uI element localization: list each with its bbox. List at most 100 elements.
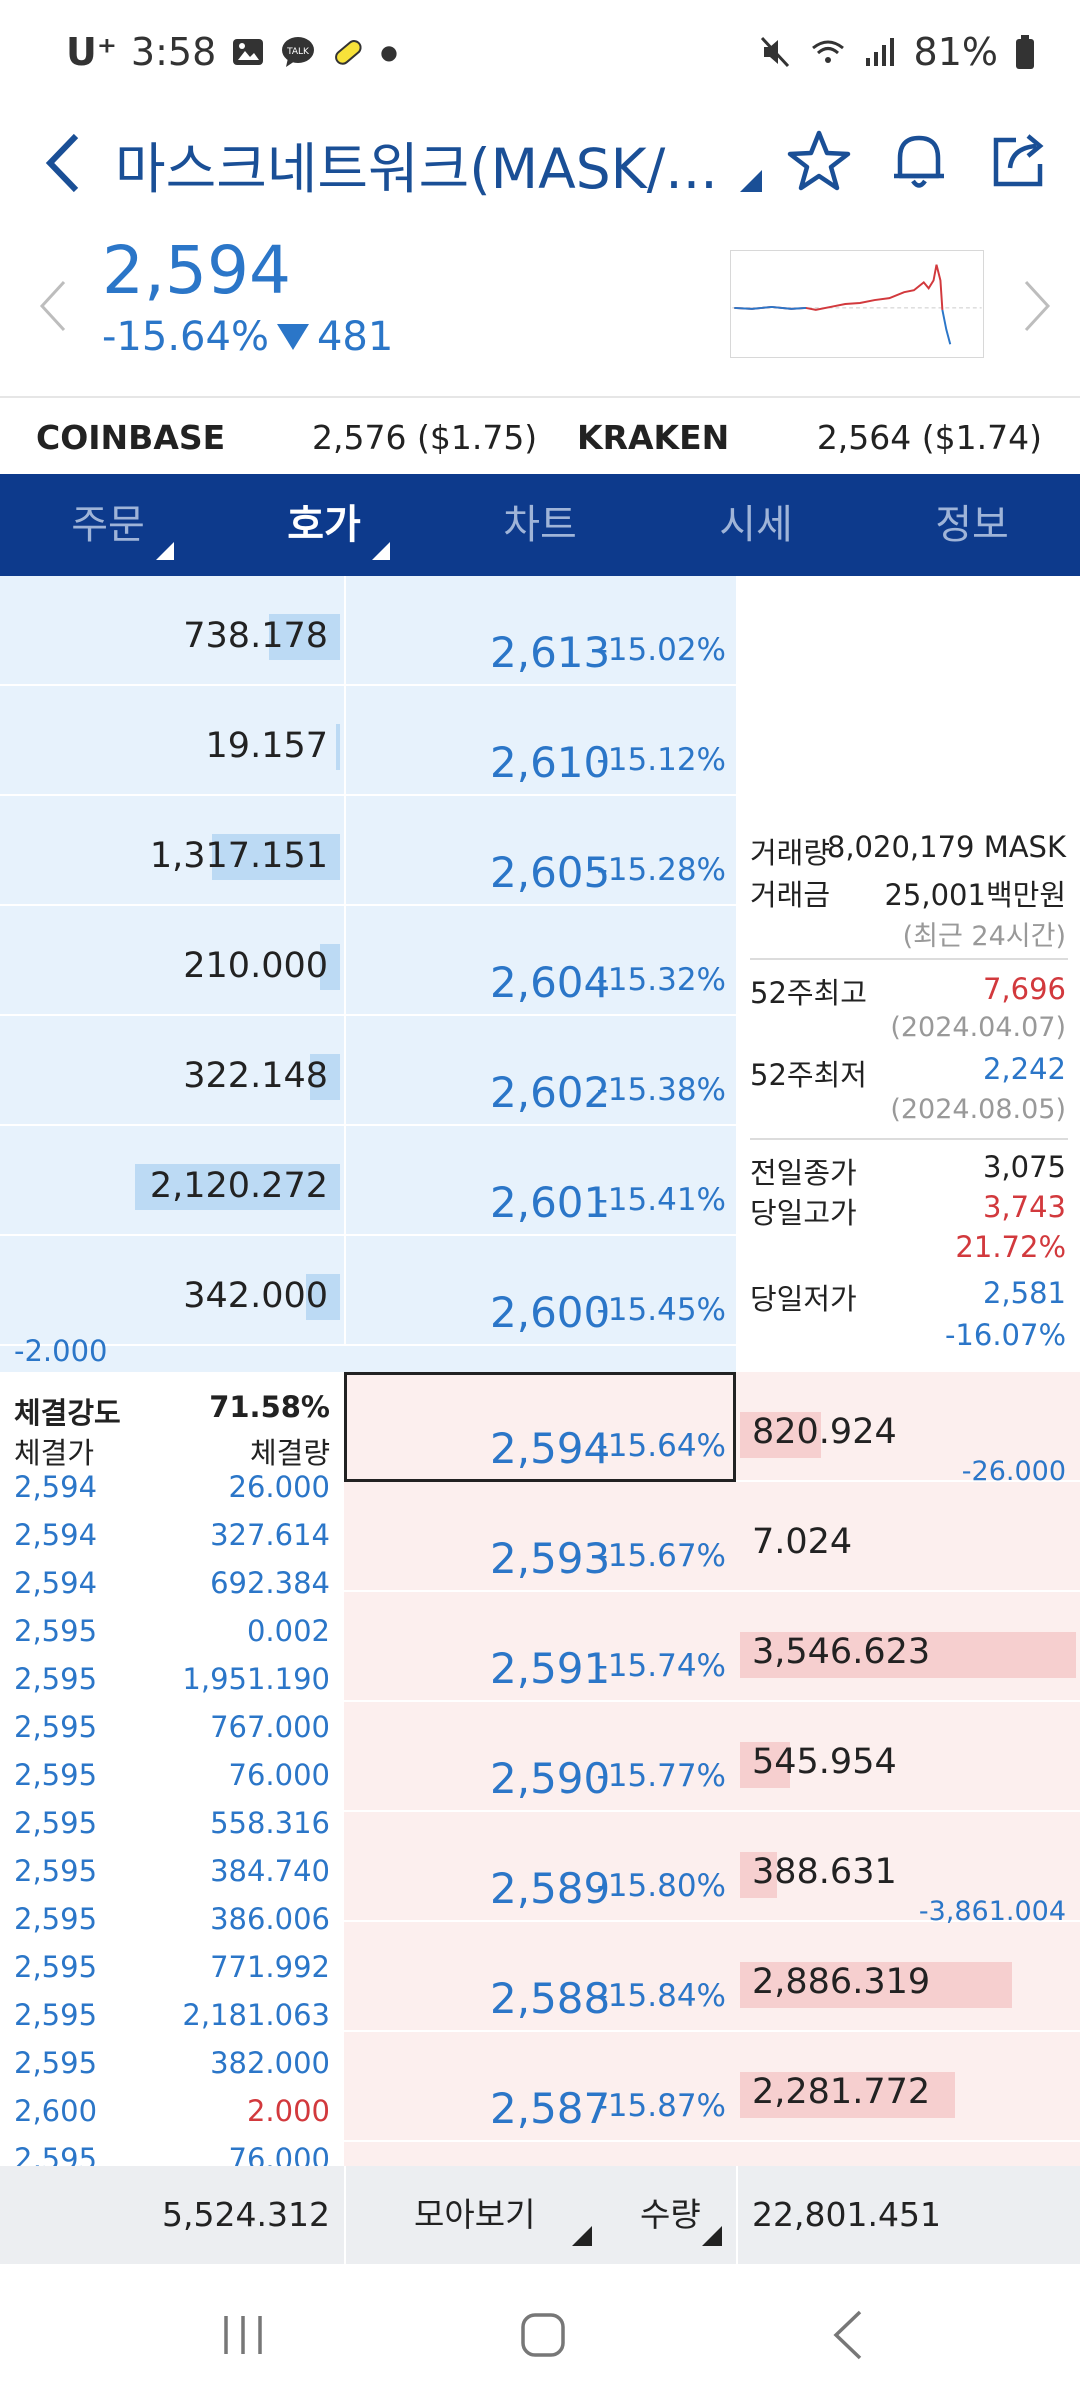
ask-row[interactable]: 342.000 [0,1236,344,1346]
order-book: 738.178 2,613 -15.02% 19.157 2,610 -15.12% 1,3… [0,576,1080,2166]
signal-icon [865,38,894,66]
down-arrow-icon [276,324,309,350]
bid-row[interactable]: 7.024 [736,1482,1080,1592]
trade-price: 2,595 [14,1998,98,2032]
bid-quantity: 2,886.319 [752,1962,931,2002]
tab-chart[interactable]: 차트 [432,474,648,576]
tab-trades[interactable]: 시세 [648,474,864,576]
bid-row[interactable]: 388.631 -3,861.004 [736,1812,1080,1927]
ask-price: 2,613 [490,628,611,677]
trade-price: 2,595 [14,1950,98,1984]
ask-quantity: 322.148 [183,1056,328,1096]
day-high-pct: 21.72% [955,1230,1066,1264]
recent-apps-icon[interactable] [218,2312,268,2358]
star-icon[interactable] [786,128,852,194]
ask-row[interactable]: 19.157 [0,686,344,796]
status-bar: U⁺ 3:58 TALK ● 81% [0,0,1080,108]
bell-icon[interactable] [886,128,952,194]
bid-change: -26.000 [961,1456,1066,1487]
ask-row[interactable]: 210.000 [0,906,344,1016]
tab-label: 호가 [287,502,361,548]
trade-qty: 2,181.063 [182,1998,330,2032]
day-high-label: 당일고가 [750,1196,857,1230]
bid-price: 2,594 [490,1424,611,1473]
ask-volume-bar [309,1054,340,1100]
group-view-button[interactable]: 모아보기 [414,2195,536,2234]
tab-order[interactable]: 주문 [0,474,216,576]
trade-row: 2,595 771.992 [0,1950,344,1998]
bid-row[interactable]: 2,281.772 [736,2032,1080,2142]
home-icon[interactable] [518,2310,568,2360]
share-icon[interactable] [986,128,1052,194]
ask-percent: -15.28% [596,852,726,888]
change-amount: 481 [316,314,394,360]
ask-quantity: 342.000 [183,1276,328,1316]
qty-mode-button[interactable]: 수량 [640,2195,701,2234]
bid-price: 2,593 [490,1534,611,1583]
trade-price: 2,595 [14,1710,98,1744]
bid-row[interactable]: 2,886.319 [736,1922,1080,2032]
chevron-left-icon[interactable] [40,128,86,198]
trade-row: 2,595 767.000 [0,1710,344,1758]
ask-price-row[interactable]: 2,604 -15.32% [344,906,736,1016]
bid-price-row[interactable]: 2,589 -15.80% [344,1812,736,1922]
ask-row[interactable]: 1,317.151 [0,796,344,906]
ask-row[interactable]: 2,120.272 [0,1126,344,1236]
tab-orderbook[interactable]: 호가 [216,474,432,576]
qty-mode-corner-icon [702,2226,722,2246]
ask-price-row[interactable]: 2,600 -15.45% [344,1236,736,1346]
divider [736,2166,738,2264]
ask-volume-bar [212,834,340,880]
tab-info[interactable]: 정보 [864,474,1080,576]
trade-rows[interactable]: 2,594 26.000 2,594 327.614 2,594 692.384 2,595… [0,1470,344,2166]
ask-price-row[interactable]: 2,602 -15.38% [344,1016,736,1126]
trade-row: 2,595 1,951.190 [0,1662,344,1710]
trade-row: 2,594 26.000 [0,1470,344,1518]
ask-price-row[interactable]: 2,601 -15.41% [344,1126,736,1236]
trade-qty: 76.000 [228,1758,330,1792]
bid-row[interactable]: 820.924 -26.000 [736,1372,1080,1487]
ask-quantity: 2,120.272 [149,1166,328,1206]
ask-price-row[interactable]: 2,610 -15.12% [344,686,736,796]
battery-icon [1016,35,1034,69]
bid-price-row[interactable]: 2,593 -15.67% [344,1482,736,1592]
gallery-icon [233,39,264,65]
bid-row[interactable]: 3,546.623 [736,1592,1080,1702]
back-nav-icon[interactable] [828,2308,868,2362]
bid-price: 2,588 [490,1974,611,2023]
trade-row: 2,595 76.000 [0,1758,344,1806]
prev-coin-icon[interactable] [38,278,68,334]
next-coin-icon[interactable] [1022,278,1052,334]
ask-quantity: 19.157 [205,726,328,766]
page-title[interactable]: 마스크네트워크(MASK/... [115,137,715,201]
trade-row: 2,595 558.316 [0,1806,344,1854]
day-low-pct: -16.07% [944,1318,1066,1352]
ask-price-row[interactable]: 2,605 -15.28% [344,796,736,906]
trade-qty: 386.006 [210,1902,330,1936]
ask-price-row[interactable]: 2,613 -15.02% [344,576,736,686]
ask-row[interactable]: 738.178 [0,576,344,686]
trade-price-label: 체결가 [14,1436,95,1470]
bid-percent: -15.87% [596,2088,726,2124]
system-nav-bar [0,2264,1080,2400]
trade-row: 2,595 2,181.063 [0,1998,344,2046]
ask-volume-bar [319,944,340,990]
bid-price-row[interactable]: 2,591 -15.74% [344,1592,736,1702]
ask-price: 2,600 [490,1288,611,1337]
trade-price: 2,595 [14,1758,98,1792]
divider [750,1138,1068,1140]
mini-chart[interactable] [730,250,984,358]
bid-price-row[interactable]: 2,587 -15.87% [344,2032,736,2142]
trade-row: 2,595 0.002 [0,1614,344,1662]
title-dropdown-icon[interactable] [740,170,762,192]
prev-close-label: 전일종가 [750,1156,857,1190]
ask-percent: -15.45% [596,1292,726,1328]
amount-label: 거래금 [750,878,831,912]
bid-price-column [344,1372,736,2166]
bid-quantity: 545.954 [752,1742,897,1782]
dot-icon: ● [380,40,398,64]
bid-row[interactable]: 545.954 [736,1702,1080,1812]
ask-row[interactable]: 322.148 [0,1016,344,1126]
bid-price-row[interactable]: 2,590 -15.77% [344,1702,736,1812]
bid-price-row[interactable]: 2,588 -15.84% [344,1922,736,2032]
